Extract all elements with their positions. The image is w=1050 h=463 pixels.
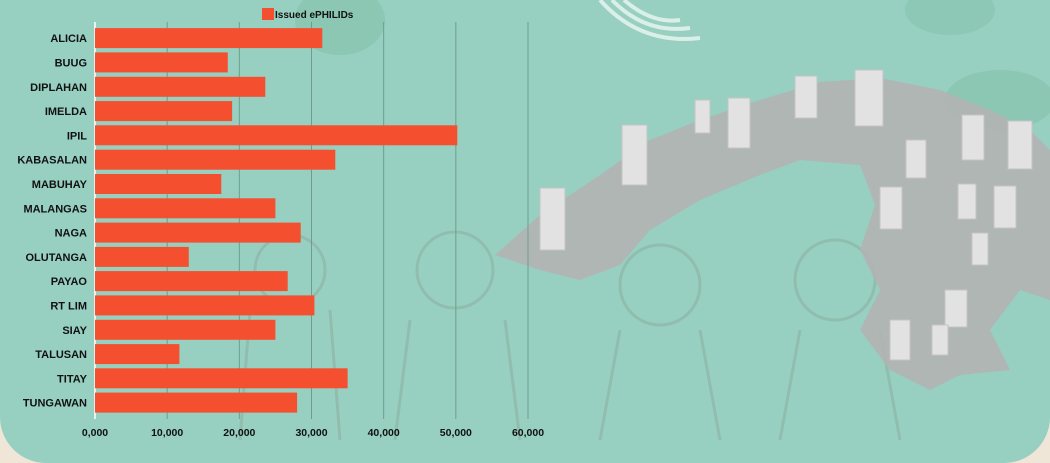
category-label: IMELDA bbox=[45, 106, 87, 118]
x-tick-label: 10,000 bbox=[151, 427, 183, 439]
bar bbox=[95, 101, 233, 122]
x-tick-label: 40,000 bbox=[368, 427, 400, 439]
map-bar bbox=[993, 185, 1017, 229]
map-bar bbox=[944, 289, 968, 328]
bar bbox=[95, 368, 348, 389]
category-label: MALANGAS bbox=[23, 203, 87, 215]
bar bbox=[95, 222, 301, 243]
bar bbox=[95, 246, 189, 267]
map-bar bbox=[961, 114, 985, 161]
map-bar bbox=[879, 186, 903, 230]
category-label: TUNGAWAN bbox=[23, 398, 87, 410]
bar bbox=[95, 28, 323, 49]
bar bbox=[95, 52, 228, 73]
map-bar bbox=[621, 124, 648, 186]
map-bar bbox=[889, 319, 911, 361]
category-label: RT LIM bbox=[50, 300, 87, 312]
category-label: TITAY bbox=[57, 373, 88, 385]
map-bar bbox=[905, 139, 927, 179]
map-bar bbox=[727, 97, 751, 149]
x-tick-label: 30,000 bbox=[295, 427, 327, 439]
bar bbox=[95, 198, 276, 219]
map-bar bbox=[539, 187, 566, 251]
bar bbox=[95, 125, 458, 146]
category-label: SIAY bbox=[62, 325, 87, 337]
bar bbox=[95, 344, 180, 365]
category-label: IPIL bbox=[67, 130, 87, 142]
fingerprint-icon bbox=[598, 0, 701, 41]
map-bar bbox=[854, 69, 884, 127]
map-bar bbox=[971, 232, 989, 266]
map-bar bbox=[794, 75, 818, 119]
map-bar bbox=[694, 99, 711, 134]
bar bbox=[95, 271, 288, 292]
map-bar bbox=[931, 324, 949, 356]
x-tick-label: 20,000 bbox=[223, 427, 255, 439]
category-label: OLUTANGA bbox=[25, 252, 87, 264]
bar bbox=[95, 392, 298, 413]
map-bar bbox=[1007, 120, 1033, 170]
x-tick-label: 50,000 bbox=[440, 427, 472, 439]
category-label: TALUSAN bbox=[35, 349, 87, 361]
category-label: ALICIA bbox=[50, 33, 87, 45]
x-tick-label: 60,000 bbox=[512, 427, 544, 439]
bar bbox=[95, 174, 222, 194]
bar bbox=[95, 319, 276, 340]
category-label: MABUHAY bbox=[32, 179, 88, 191]
leaf-blob bbox=[905, 0, 995, 35]
category-label: DIPLAHAN bbox=[30, 82, 87, 94]
legend-label: Issued ePHILIDs bbox=[275, 10, 354, 21]
legend-swatch bbox=[262, 8, 274, 20]
bar bbox=[95, 76, 266, 97]
map-bar bbox=[957, 183, 977, 220]
category-label: PAYAO bbox=[51, 276, 88, 288]
x-tick-label: 0,000 bbox=[82, 427, 108, 439]
category-label: BUUG bbox=[55, 57, 87, 69]
category-label: NAGA bbox=[55, 228, 87, 240]
map-bars bbox=[539, 69, 1033, 361]
bar bbox=[95, 295, 315, 316]
bar bbox=[95, 149, 336, 170]
category-label: KABASALAN bbox=[17, 155, 87, 167]
